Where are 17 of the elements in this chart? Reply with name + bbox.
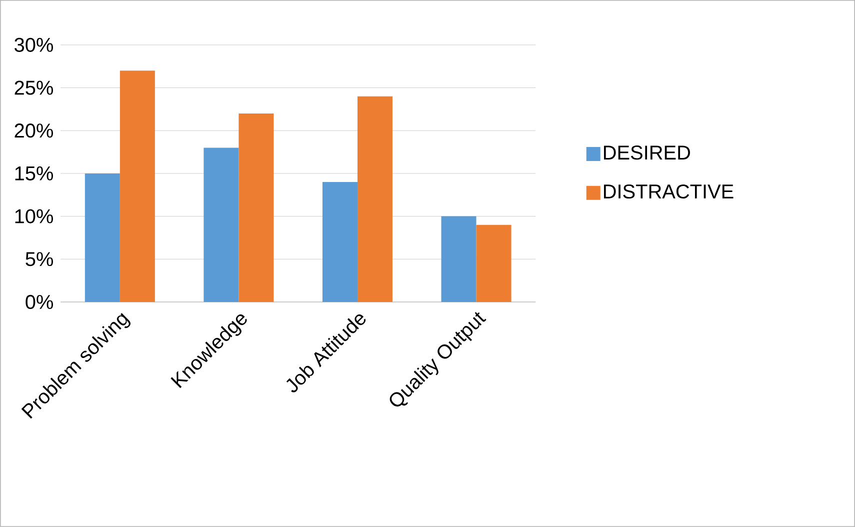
y-tick-label: 5% — [26, 252, 53, 266]
bar — [238, 113, 274, 302]
y-tick-label: 15% — [15, 166, 53, 180]
y-tick-label: 20% — [14, 124, 53, 138]
y-tick-label: 0% — [26, 294, 53, 310]
bar — [204, 148, 239, 302]
legend-label: DISTRACTIVE — [604, 184, 734, 199]
legend-label: DESIRED — [604, 146, 690, 160]
bar — [441, 216, 476, 302]
y-tick-label: 25% — [14, 80, 53, 95]
bar — [322, 182, 358, 302]
y-tick-label: 10% — [15, 209, 53, 224]
bar — [476, 224, 512, 302]
bar — [84, 173, 120, 302]
bar — [120, 70, 155, 302]
bar — [357, 96, 392, 302]
y-tick-label: 30% — [14, 38, 53, 52]
